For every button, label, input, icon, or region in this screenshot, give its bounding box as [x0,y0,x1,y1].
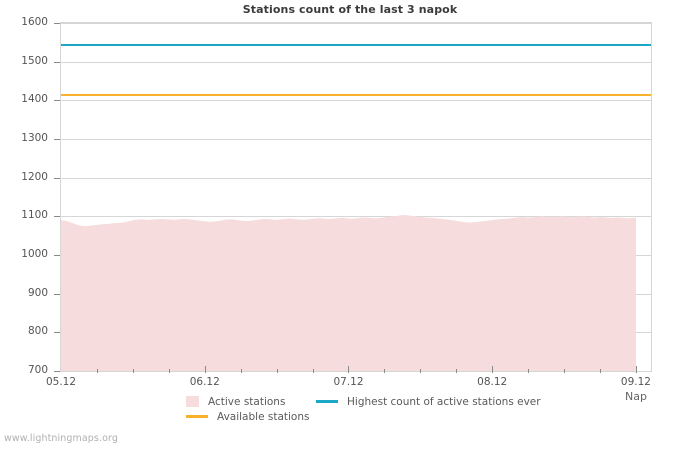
y-tick-mark [54,332,60,333]
x-tick-label: 08.12 [477,376,508,388]
available-stations-line [61,94,651,96]
x-tick-mark-minor [169,369,170,373]
y-tick-mark [54,139,60,140]
gridline [61,62,651,63]
x-tick-label: 07.12 [333,376,364,388]
gridline [61,23,651,24]
legend-row: Available stations [186,409,656,424]
legend-item-active-stations[interactable]: Active stations [186,396,316,408]
y-tick-mark [54,255,60,256]
y-tick-label: 1600 [21,16,48,28]
y-tick-mark [54,294,60,295]
plot-area [60,22,652,372]
x-tick-mark-minor [277,369,278,373]
y-tick-label: 1000 [21,248,48,260]
y-tick-mark [54,371,60,372]
x-tick-mark-minor [420,369,421,373]
gridline [61,100,651,101]
x-axis-title: Nap [624,390,647,403]
highest-count-line [61,44,651,46]
y-tick-label: 1400 [21,93,48,106]
x-tick-mark-major [205,366,206,373]
y-tick-label: 700 [27,364,48,376]
y-tick-label: 1300 [21,132,48,144]
x-tick-mark-minor [313,369,314,373]
x-tick-mark-major [492,366,493,373]
y-tick-mark [54,216,60,217]
x-tick-mark-minor [133,369,134,373]
legend-label: Highest count of active stations ever [347,395,541,408]
x-tick-mark-minor [97,369,98,373]
watermark: www.lightningmaps.org [4,433,118,444]
line-swatch-icon [316,400,338,403]
x-tick-mark-major [636,366,637,373]
x-tick-label: 05.12 [45,376,77,388]
gridline [61,216,651,217]
y-tick-mark [54,100,60,101]
y-tick-label: 1200 [21,170,48,183]
x-tick-mark-minor [564,369,565,373]
chart-title: Stations count of the last 3 napok [242,3,458,16]
x-tick-label: 06.12 [189,376,220,388]
x-tick-label: 09.12 [620,376,651,388]
y-tick-label: 1100 [21,209,48,222]
area-swatch-icon [186,396,199,407]
gridline [61,139,651,140]
x-tick-mark-major [348,366,349,373]
active-stations-area [61,215,636,371]
x-tick-mark-minor [600,369,601,373]
y-tick-label: 800 [27,325,48,338]
y-tick-mark [54,178,60,179]
y-tick-label: 1500 [21,54,48,67]
line-swatch-icon [186,415,208,418]
legend-item-available-stations[interactable]: Available stations [186,411,316,423]
y-tick-mark [54,23,60,24]
legend-row: Active stations Highest count of active … [186,394,656,409]
legend-label: Active stations [208,395,286,408]
x-tick-mark-minor [241,369,242,373]
active-stations-area-series [61,215,636,371]
x-tick-mark-minor [528,369,529,373]
x-tick-mark-minor [456,369,457,373]
gridline [61,178,651,179]
legend-label: Available stations [217,410,310,423]
chart-legend: Active stations Highest count of active … [186,394,656,424]
x-tick-mark-minor [384,369,385,373]
y-tick-label: 900 [27,286,48,299]
y-tick-mark [54,62,60,63]
legend-item-highest-count[interactable]: Highest count of active stations ever [316,396,541,408]
